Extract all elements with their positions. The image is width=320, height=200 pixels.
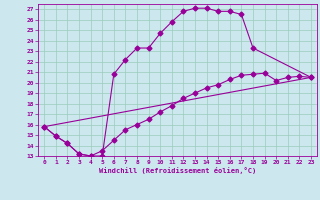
X-axis label: Windchill (Refroidissement éolien,°C): Windchill (Refroidissement éolien,°C) [99, 167, 256, 174]
